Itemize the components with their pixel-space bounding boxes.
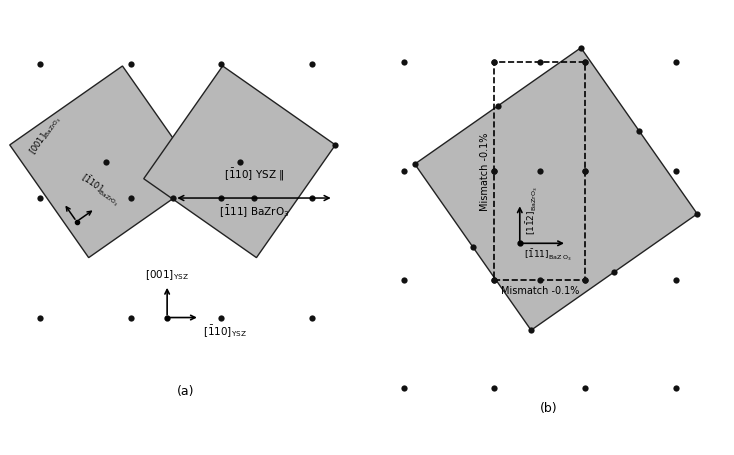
- Text: $[\bar{1}10]_{\rm BaZrO_3}$: $[\bar{1}10]_{\rm BaZrO_3}$: [77, 170, 123, 209]
- Text: $[001]_{\rm YSZ}$: $[001]_{\rm YSZ}$: [145, 267, 189, 281]
- Text: Mismatch -0.1%: Mismatch -0.1%: [501, 285, 579, 295]
- Polygon shape: [144, 67, 335, 258]
- Text: $[\bar{1}11]\ \mathrm{BaZrO_3}$: $[\bar{1}11]\ \mathrm{BaZrO_3}$: [219, 203, 289, 219]
- Text: $[1\bar{1}2]_{\rm BaZrO_3}$: $[1\bar{1}2]_{\rm BaZrO_3}$: [524, 186, 539, 235]
- Text: $[001]_{\rm BaZrO_3}$: $[001]_{\rm BaZrO_3}$: [27, 113, 65, 158]
- Text: $[\bar{1}11]_{\rm BaZ\ O_3}$: $[\bar{1}11]_{\rm BaZ\ O_3}$: [524, 248, 573, 263]
- Text: (b): (b): [540, 400, 558, 414]
- Text: $[\bar{1}10]\ \mathrm{YSZ}\ \|$: $[\bar{1}10]\ \mathrm{YSZ}\ \|$: [224, 166, 284, 182]
- Polygon shape: [10, 67, 201, 258]
- Polygon shape: [415, 49, 697, 330]
- Text: (a): (a): [176, 384, 194, 397]
- Text: $[\bar{1}10]_{\rm YSZ}$: $[\bar{1}10]_{\rm YSZ}$: [203, 322, 247, 338]
- Text: Mismatch -0.1%: Mismatch -0.1%: [480, 132, 490, 211]
